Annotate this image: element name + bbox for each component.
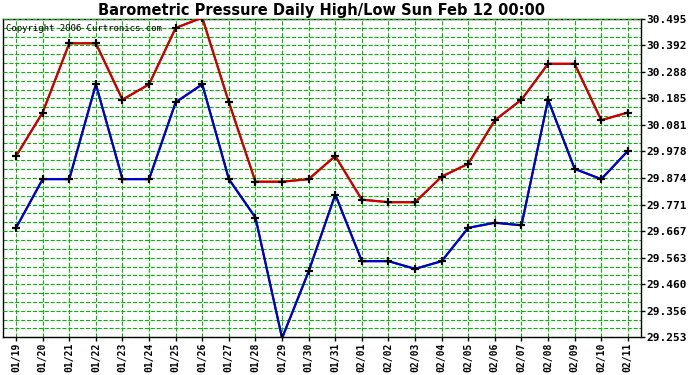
Text: Copyright 2006 Curtronics.com: Copyright 2006 Curtronics.com: [6, 24, 162, 33]
Title: Barometric Pressure Daily High/Low Sun Feb 12 00:00: Barometric Pressure Daily High/Low Sun F…: [99, 3, 546, 18]
